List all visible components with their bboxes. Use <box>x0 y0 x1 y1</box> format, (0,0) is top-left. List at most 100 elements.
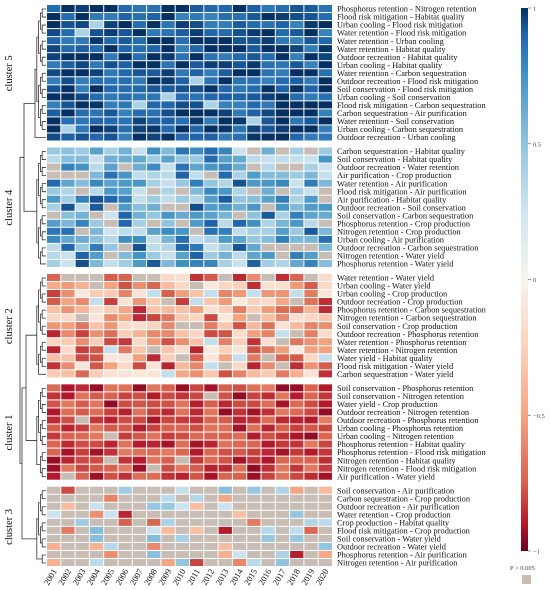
heatmap-cell <box>190 251 204 259</box>
heatmap-cell <box>61 227 75 235</box>
heatmap-cell <box>75 61 89 69</box>
heatmap-cell <box>89 211 104 219</box>
heatmap-cell <box>61 518 75 526</box>
row-label: Urban cooling - Air purification <box>337 235 445 244</box>
row-label: Urban cooling - Carbon sequestration <box>337 125 464 134</box>
heatmap-cell <box>318 354 332 362</box>
heatmap-cell <box>118 251 132 259</box>
dendrogram-branch <box>41 40 46 50</box>
heatmap-cell <box>75 219 89 227</box>
heatmap-cell <box>104 195 118 203</box>
heatmap-cell <box>275 77 290 85</box>
dendrogram-branch <box>41 8 46 18</box>
heatmap-cell <box>75 472 89 480</box>
heatmap-cell <box>75 306 89 314</box>
heatmap-cell <box>190 448 204 456</box>
heatmap-cell <box>175 227 189 235</box>
heatmap-cell <box>190 424 204 432</box>
heatmap-cell <box>232 203 247 211</box>
row-label: Outdoor recreation - Urban cooling <box>337 133 456 142</box>
heatmap-cell <box>290 558 304 567</box>
heatmap-cell <box>290 354 304 362</box>
heatmap-cell <box>290 243 304 251</box>
heatmap-cell <box>247 101 261 109</box>
heatmap-cell <box>275 163 290 171</box>
heatmap-cell <box>175 155 189 163</box>
heatmap-cell <box>232 85 247 93</box>
heatmap-cell <box>247 306 261 314</box>
heatmap-cell <box>89 314 104 322</box>
heatmap-cell <box>218 392 232 400</box>
heatmap-cell <box>304 37 318 45</box>
heatmap-cell <box>304 133 318 141</box>
heatmap-cell <box>47 408 61 416</box>
heatmap-cell <box>218 45 232 53</box>
heatmap-cell <box>175 550 189 558</box>
heatmap-cell <box>290 219 304 227</box>
heatmap-cell <box>147 45 161 53</box>
heatmap-cell <box>61 322 75 330</box>
heatmap-cell <box>175 362 189 370</box>
heatmap-cell <box>147 21 161 29</box>
row-label: Water retention - Crop production <box>337 510 452 519</box>
heatmap-cell <box>47 195 61 203</box>
heatmap-cell <box>232 195 247 203</box>
heatmap-cell <box>132 21 147 29</box>
heatmap-cell <box>304 440 318 448</box>
heatmap-cell <box>232 187 247 195</box>
heatmap-cell <box>247 53 261 61</box>
heatmap-cell <box>47 69 61 77</box>
heatmap-cell <box>318 322 332 330</box>
heatmap-cell <box>218 298 232 306</box>
heatmap-cell <box>275 432 290 440</box>
heatmap-cell <box>147 416 161 424</box>
heatmap-cell <box>218 338 232 346</box>
heatmap-cell <box>132 346 147 354</box>
heatmap-cell <box>318 542 332 550</box>
heatmap-cell <box>304 155 318 163</box>
heatmap-cell <box>161 558 175 567</box>
heatmap-cell <box>89 338 104 346</box>
heatmap-cell <box>247 69 261 77</box>
heatmap-cell <box>218 179 232 187</box>
dendrogram-branch <box>41 293 46 303</box>
heatmap-cell <box>147 290 161 298</box>
heatmap-cell <box>261 330 275 338</box>
heatmap-cell <box>190 464 204 472</box>
heatmap-cell <box>218 494 232 502</box>
dendrogram-branch <box>41 88 46 98</box>
heatmap-cell <box>290 37 304 45</box>
heatmap-cell <box>75 314 89 322</box>
heatmap-cell <box>304 314 318 322</box>
heatmap-cell <box>261 45 275 53</box>
heatmap-cell <box>318 13 332 21</box>
heatmap-cell <box>290 392 304 400</box>
heatmap-cell <box>104 53 118 61</box>
heatmap-cell <box>175 370 189 378</box>
heatmap-cell <box>204 235 218 243</box>
heatmap-cell <box>89 542 104 550</box>
heatmap-cell <box>218 502 232 510</box>
heatmap-cell <box>104 424 118 432</box>
heatmap-cell <box>61 219 75 227</box>
heatmap-cell <box>47 259 61 267</box>
heatmap-cell <box>118 5 132 13</box>
heatmap-cell <box>275 486 290 494</box>
heatmap-cell <box>232 408 247 416</box>
heatmap-cell <box>247 163 261 171</box>
heatmap-cell <box>75 259 89 267</box>
heatmap-cell <box>190 61 204 69</box>
heatmap-cell <box>232 362 247 370</box>
heatmap-cell <box>190 354 204 362</box>
heatmap-cell <box>132 37 147 45</box>
heatmap-cell <box>204 298 218 306</box>
heatmap-cell <box>175 440 189 448</box>
heatmap-cell <box>190 101 204 109</box>
heatmap-cell <box>218 133 232 141</box>
heatmap-cell <box>247 211 261 219</box>
heatmap-cell <box>304 502 318 510</box>
heatmap-cell <box>175 273 189 281</box>
heatmap-cell <box>132 392 147 400</box>
heatmap-cell <box>304 251 318 259</box>
heatmap-cell <box>318 125 332 133</box>
